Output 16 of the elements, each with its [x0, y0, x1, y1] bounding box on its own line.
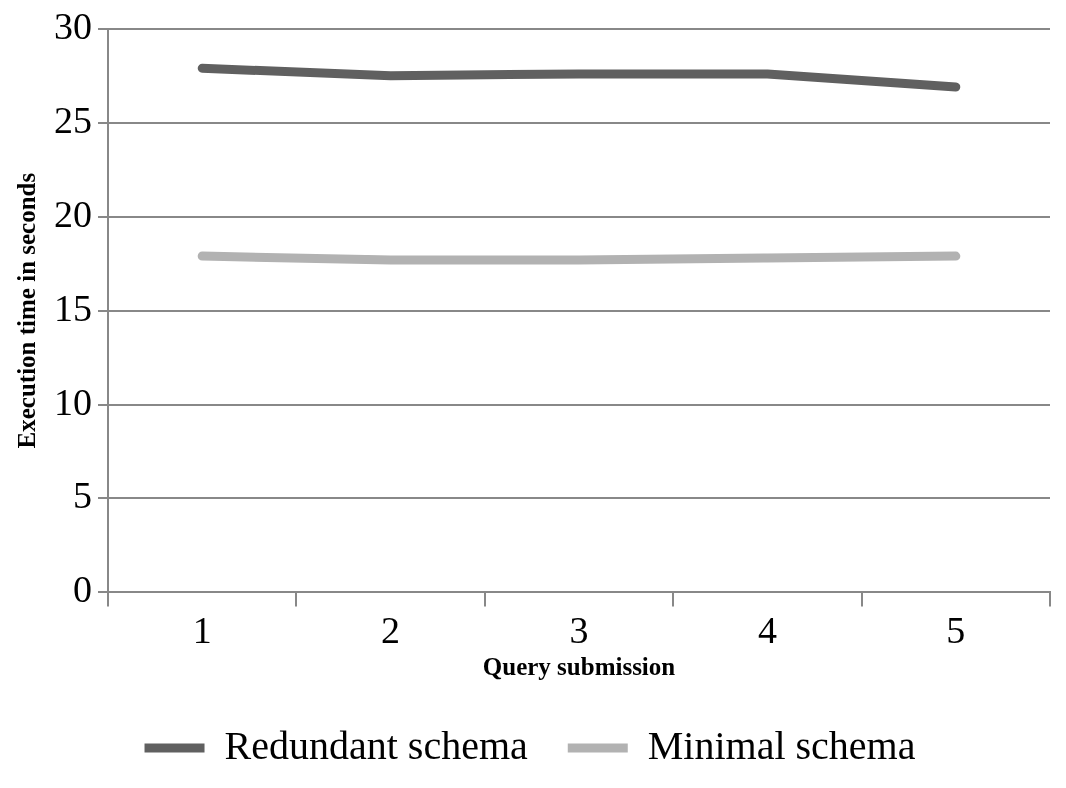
y-axis-title: Execution time in seconds [13, 172, 41, 449]
y-tick-label: 10 [54, 380, 92, 423]
legend-label: Redundant schema [224, 722, 529, 768]
x-tick-label: 4 [757, 609, 777, 652]
x-tick-label: 3 [569, 609, 589, 652]
y-tick-label: 0 [73, 568, 92, 611]
y-tick-label: 25 [54, 98, 92, 141]
y-tick-label: 5 [73, 474, 92, 517]
legend-label: Minimal schema [647, 722, 916, 768]
x-axis-title: Query submission [482, 653, 676, 681]
y-tick-label: 15 [54, 286, 92, 329]
x-tick-label: 1 [192, 609, 212, 652]
x-tick-label: 2 [381, 609, 401, 652]
y-tick-label: 20 [54, 192, 92, 235]
y-tick-label: 30 [54, 4, 92, 47]
x-tick-label: 5 [946, 609, 966, 652]
